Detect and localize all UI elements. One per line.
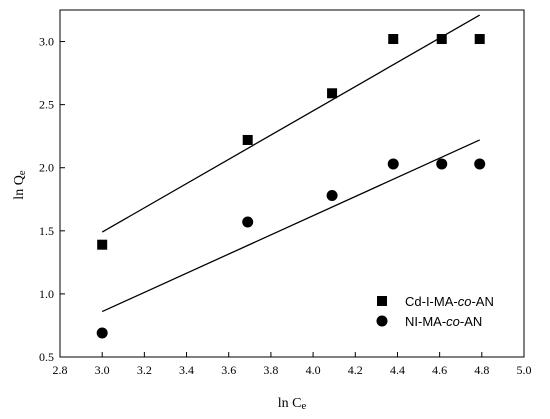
x-tick-label: 4.8 [474, 363, 489, 377]
data-points [96, 34, 486, 339]
x-axis-title: ln Ce [278, 396, 307, 412]
data-point-circle [474, 158, 486, 170]
x-tick-label: 3.4 [179, 363, 194, 377]
y-axis-title: ln Qe [12, 170, 28, 200]
fit-lines [101, 14, 481, 313]
y-tick-label: 1.0 [39, 287, 54, 301]
x-tick-label: 4.6 [432, 363, 447, 377]
data-point-square [242, 134, 253, 145]
data-point-circle [436, 158, 448, 170]
x-tick-label: 3.8 [263, 363, 278, 377]
y-tick-label: 1.5 [39, 224, 54, 238]
fit-line-series-1 [101, 139, 480, 313]
data-point-square [388, 34, 399, 45]
legend-marker-square [377, 296, 387, 306]
data-point-square [97, 239, 108, 250]
y-tick-label: 2.0 [39, 161, 54, 175]
data-point-circle [242, 216, 254, 228]
chart-legend: Cd-I-MA-co-AN NI-MA-co-AN [376, 294, 494, 329]
x-tick-label: 3.0 [95, 363, 110, 377]
legend-label-ni-ma-co-an: NI-MA-co-AN [405, 314, 482, 329]
x-tick-label: 4.4 [390, 363, 405, 377]
axis-ticks: 2.8 3.0 3.2 3.4 3.6 3.8 4.0 4.2 4.4 4.6 4.8 5.0 0.5 1… [39, 35, 532, 377]
y-tick-label: 2.5 [39, 98, 54, 112]
x-tick-label: 4.2 [348, 363, 363, 377]
y-tick-label: 0.5 [39, 350, 54, 364]
x-tick-label: 2.8 [53, 363, 68, 377]
legend-label-cd-i-ma-co-an: Cd-I-MA-co-AN [405, 294, 494, 309]
data-point-square [436, 34, 447, 45]
data-point-circle [96, 327, 108, 339]
x-tick-label: 5.0 [517, 363, 532, 377]
x-tick-label: 3.6 [221, 363, 236, 377]
legend-marker-circle [376, 315, 388, 327]
data-point-circle [387, 158, 399, 170]
fit-line-series-0 [101, 14, 481, 233]
x-tick-label: 4.0 [306, 363, 321, 377]
data-point-circle [326, 189, 338, 201]
y-tick-label: 3.0 [39, 35, 54, 49]
plot-frame [59, 9, 525, 358]
data-point-square [327, 88, 338, 99]
data-point-square [474, 34, 485, 45]
x-tick-label: 3.2 [137, 363, 152, 377]
